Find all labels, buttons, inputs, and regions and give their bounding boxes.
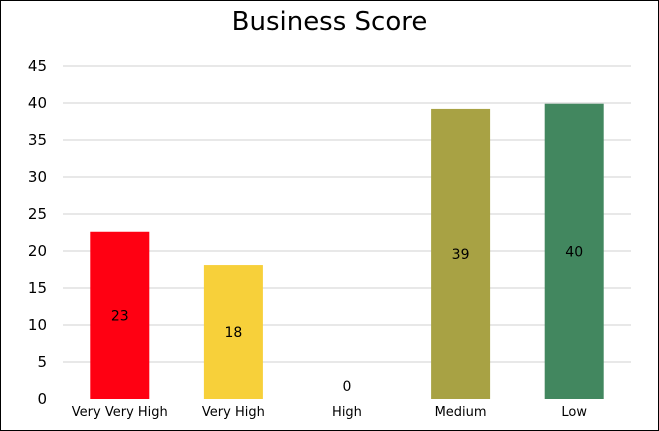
bar [203,265,263,399]
gridlines [63,65,631,363]
chart-title: Business Score [231,7,428,37]
y-tick-label: 0 [37,390,47,408]
y-tick-label: 45 [28,57,47,75]
x-category-label: Low [561,405,587,420]
y-tick-label: 40 [28,94,47,112]
data-labels: 23 18 0 39 40 [111,244,583,395]
y-tick-label: 10 [28,316,47,334]
x-category-label: High [332,405,362,420]
y-tick-label: 35 [28,131,47,149]
y-tick-label: 25 [28,205,47,223]
x-category-label: Very High [202,405,265,420]
data-label: 40 [565,244,583,260]
x-category-label: Medium [435,405,487,420]
bar [431,108,491,400]
data-label: 0 [343,379,352,395]
data-label: 23 [111,308,129,324]
data-label: 18 [224,325,242,341]
y-tick-label: 30 [28,168,47,186]
bar [544,103,604,400]
x-axis-categories: Very Very High Very High High Medium Low [72,405,588,420]
x-category-label: Very Very High [72,405,168,420]
y-tick-label: 15 [28,279,47,297]
y-tick-label: 5 [37,353,47,371]
data-label: 39 [452,247,470,263]
bars [90,103,604,400]
bar [90,231,150,399]
y-axis-ticks: 0 5 10 15 20 25 30 35 40 45 [28,57,47,408]
y-tick-label: 20 [28,242,47,260]
